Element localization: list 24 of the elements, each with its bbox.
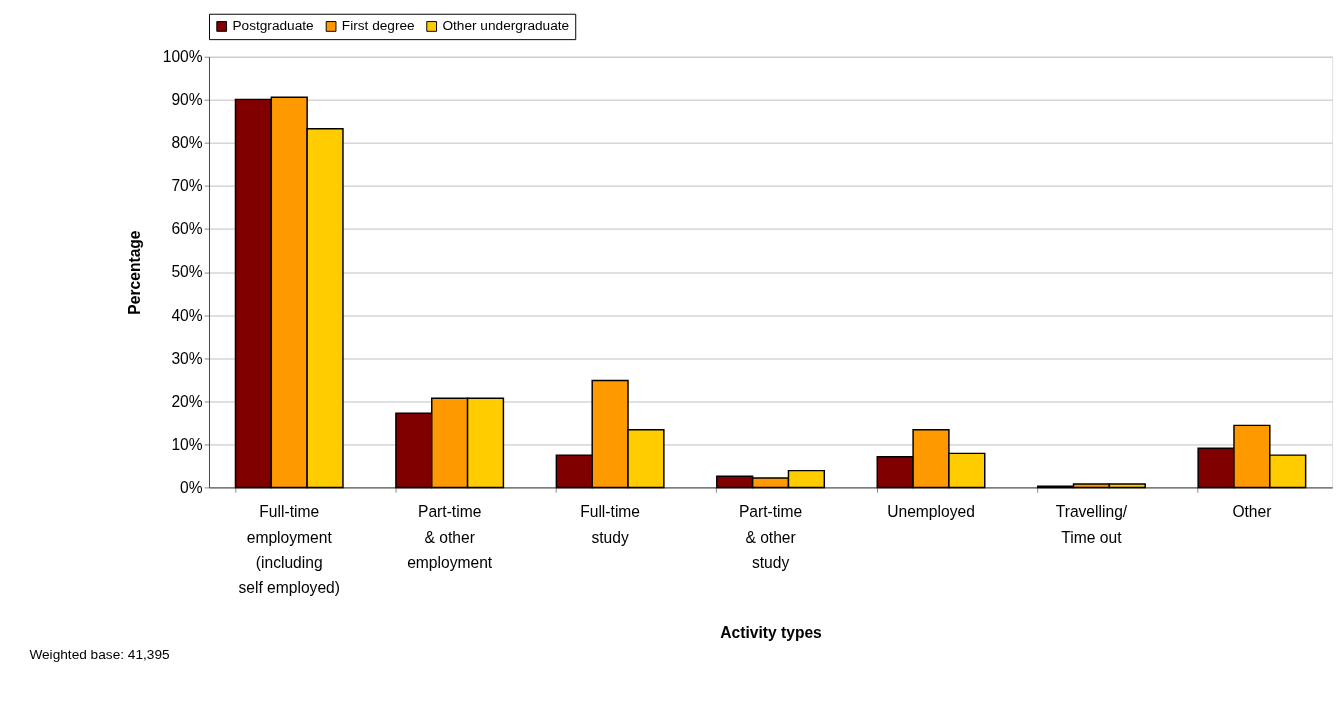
x-tick-label: Full-time employment (including self employed) (238, 503, 340, 597)
y-tick-label: 90% (171, 91, 203, 109)
y-axis-title: Percentage (126, 230, 144, 315)
x-tick-label: Unemployed (887, 503, 975, 521)
legend-label: Other undergraduate (442, 18, 570, 34)
y-tick-label: 30% (171, 349, 203, 367)
y-tick-label: 0% (180, 478, 203, 496)
y-tick-label: 40% (171, 306, 203, 324)
text: Weighted base: 41,395 (29, 647, 170, 663)
legend-label: First degree (341, 18, 415, 34)
y-tick-label: 50% (171, 263, 203, 281)
y-tick-label: 80% (171, 134, 203, 152)
y-tick-label: 100% (162, 48, 203, 66)
x-tick-label: Part-time & other study (738, 503, 803, 571)
x-axis-title: Activity types (720, 624, 823, 642)
y-tick-label: 70% (171, 177, 203, 195)
x-tick-label: Part-time & other employment (407, 503, 493, 571)
legend-label: Postgraduate (232, 18, 314, 34)
x-tick-label: Other (1232, 503, 1272, 521)
x-tick-label: Full-time study (580, 503, 641, 546)
x-tick-label: Travelling/ Time out (1055, 503, 1128, 546)
y-tick-label: 10% (171, 435, 203, 453)
y-tick-label: 20% (171, 392, 203, 410)
y-tick-label: 60% (171, 220, 203, 238)
